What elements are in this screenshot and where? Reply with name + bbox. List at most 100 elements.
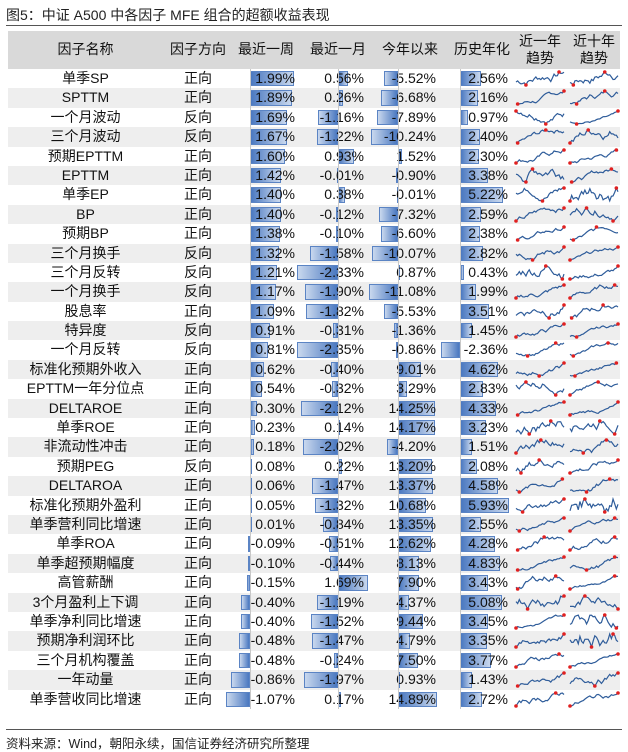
sparkline-path [569, 284, 619, 299]
ytd-value: -10.07% [383, 244, 436, 261]
table-row: 单季ROA 正向 -0.09% -0.51% 12.62% 4.28% [8, 534, 620, 553]
factor-name: 特异度 [64, 322, 107, 339]
sparkline [569, 205, 619, 223]
factor-direction: 正向 [184, 593, 212, 610]
week-value: -0.48% [250, 632, 295, 649]
sparkline-extreme-point [616, 244, 620, 249]
header-month: 最近一月 [310, 41, 366, 57]
week-data-bar [226, 691, 250, 707]
sparkline [515, 593, 566, 611]
sparkline-extreme-point [514, 451, 518, 456]
sparkline-path [515, 556, 565, 571]
ytd-value: 1.52% [396, 147, 436, 164]
factor-direction: 反向 [184, 244, 212, 261]
month-value: -0.51% [319, 535, 364, 552]
annual-value: 4.28% [468, 535, 508, 552]
annual-value: 3.45% [468, 612, 508, 629]
week-value: 0.91% [255, 322, 295, 339]
factor-direction: 反向 [184, 322, 212, 339]
sparkline-path [569, 110, 619, 125]
sparkline-extreme-point [611, 632, 615, 637]
sparkline-extreme-point [614, 147, 619, 152]
sparkline-extreme-point [540, 199, 545, 204]
sparkline-extreme-point [568, 471, 572, 475]
factor-name: DELTAROA [48, 477, 123, 494]
sparkline-path [569, 148, 619, 164]
sparkline-extreme-point [525, 606, 530, 611]
factor-name: 非流动性冲击 [43, 438, 128, 455]
factor-name: 一个月反转 [50, 341, 121, 358]
sparkline-extreme-point [562, 554, 566, 559]
factor-direction: 反向 [184, 263, 212, 280]
sparkline-path [515, 168, 565, 183]
table-header: 因子名称 因子方向 最近一周 最近一月 今年以来 历史年化 近一年 趋势 近十年… [8, 31, 620, 69]
week-value: 1.40% [255, 186, 295, 203]
sparkline-path [569, 381, 619, 396]
ytd-data-bar [378, 206, 398, 223]
source-divider [6, 729, 622, 730]
sparkline-extreme-point [612, 535, 617, 540]
week-value: 1.40% [255, 205, 295, 222]
sparkline-extreme-point [574, 102, 579, 107]
sparkline-extreme-point [604, 438, 609, 443]
sparkline-extreme-point [514, 296, 518, 301]
sparkline [514, 147, 566, 165]
annual-value: -2.36% [463, 341, 508, 358]
ytd-zero-axis [398, 69, 399, 710]
sparkline [568, 380, 619, 398]
factor-direction: 正向 [184, 612, 212, 629]
ytd-data-bar [377, 109, 398, 126]
annual-value: 2.30% [468, 147, 508, 164]
sparkline-path [515, 614, 565, 629]
factor-direction: 正向 [184, 632, 212, 649]
table-row: 单季EP 正向 1.40% 0.38% -0.01% 5.22% [8, 185, 620, 204]
sparkline-extreme-point [568, 277, 572, 281]
week-value: 0.05% [255, 496, 295, 513]
sparkline-extreme-point [515, 684, 520, 688]
sparkline-path [515, 71, 565, 87]
table-row: 高管薪酬 正向 -0.15% 1.69% 7.90% 3.43% [8, 573, 620, 592]
sparkline-extreme-point [560, 477, 565, 482]
month-value: -1.52% [319, 612, 364, 629]
factor-direction: 正向 [184, 205, 212, 222]
month-value: 0.93% [324, 147, 364, 164]
factor-direction: 正向 [184, 496, 212, 513]
ytd-value: 4.79% [396, 632, 436, 649]
sparkline-path [515, 419, 565, 436]
sparkline-extreme-point [514, 703, 518, 708]
week-value: -0.40% [250, 612, 295, 629]
table-row: SPTTM 正向 1.89% 0.26% -6.68% 2.16% [8, 88, 620, 108]
sparkline-extreme-point [530, 257, 535, 262]
ytd-value: -6.68% [391, 89, 436, 106]
sparkline [515, 516, 566, 533]
factor-name: 单季净利同比增速 [29, 612, 142, 629]
table-row: 预期EPTTM 正向 1.60% 0.93% 1.52% 2.30% [8, 147, 620, 166]
month-data-bar [329, 536, 338, 552]
ytd-value: 0.93% [396, 671, 436, 688]
ytd-data-bar [380, 90, 398, 106]
factor-direction: 正向 [184, 438, 212, 455]
sparkline-path [515, 672, 565, 687]
sparkline [569, 89, 619, 107]
month-zero-axis [338, 69, 339, 710]
ytd-data-bar [371, 245, 398, 261]
month-value: -1.47% [319, 632, 364, 649]
annual-value: 3.35% [468, 632, 508, 649]
sparkline-extreme-point [584, 567, 589, 572]
sparkline-extreme-point [562, 225, 566, 229]
sparkline [569, 302, 619, 320]
week-value: 0.23% [255, 419, 295, 436]
sparkline [514, 690, 565, 708]
factor-direction: 正向 [184, 225, 212, 242]
sparkline-path [515, 536, 565, 552]
factor-name: BP [76, 205, 95, 222]
sparkline-path [515, 575, 565, 591]
sparkline-path [569, 226, 619, 241]
factor-name: 预期EPTTM [47, 147, 124, 164]
sparkline [515, 341, 565, 359]
factor-name: 一个月换手 [50, 283, 121, 300]
month-value: -2.02% [319, 438, 364, 455]
table-row: 一个月波动 反向 1.69% -1.16% -7.89% 0.97% [8, 108, 620, 127]
ytd-value: 12.62% [388, 535, 436, 552]
sparkline-extreme-point [616, 671, 620, 675]
